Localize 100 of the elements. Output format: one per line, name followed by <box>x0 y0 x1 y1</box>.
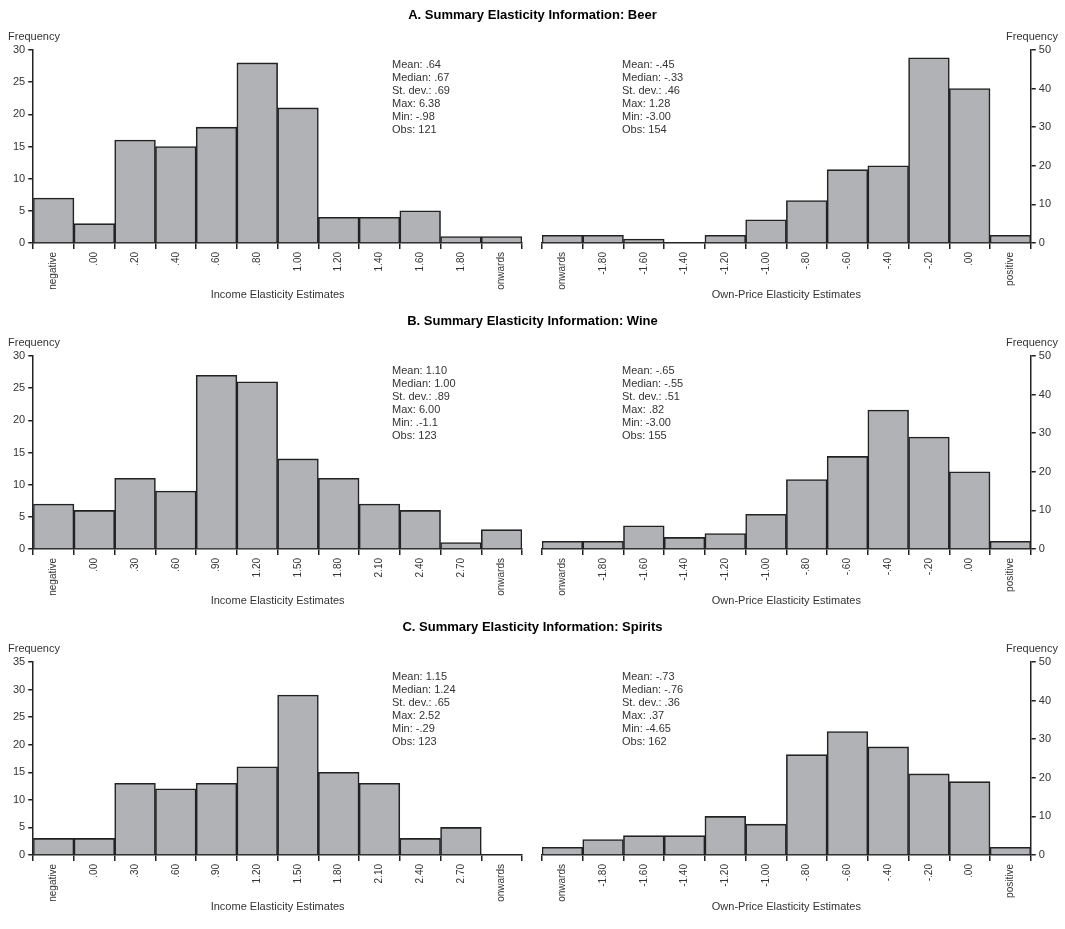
y-axis-title: Frequency <box>8 336 61 348</box>
x-tick-label: .00 <box>88 557 100 572</box>
x-tick-label: onwards <box>495 863 507 902</box>
x-tick-label: .20 <box>128 251 140 266</box>
y-tick-label: 0 <box>19 236 26 249</box>
x-tick-label: .30 <box>128 863 140 878</box>
x-tick-label: 2.70 <box>454 557 466 578</box>
x-tick-label: .60 <box>169 557 181 572</box>
y-tick-label: 0 <box>19 848 26 861</box>
x-tick-label: -.40 <box>881 251 893 270</box>
x-tick-label: -.80 <box>800 251 812 270</box>
y2-tick-label: 50 <box>1038 349 1052 362</box>
y2-tick-label: 0 <box>1038 848 1045 861</box>
x-tick-label: -.60 <box>841 863 853 882</box>
y-tick-label: 30 <box>12 43 26 56</box>
x-tick-label: onwards <box>556 864 568 902</box>
y-axis-title: Frequency <box>8 30 61 42</box>
y-tick-label: 5 <box>19 820 26 833</box>
y2-tick-label: 30 <box>1038 732 1052 745</box>
y2-tick-label: 20 <box>1038 464 1052 477</box>
annotation: Min: -3.00 <box>622 110 671 122</box>
x-axis-title: Own-Price Elasticity Estimates <box>711 594 862 607</box>
annotation: Obs: 162 <box>622 735 667 747</box>
annotation: Mean: -.73 <box>622 670 675 682</box>
x-tick-label: 1.80 <box>454 251 466 272</box>
x-tick-label: -1.40 <box>678 557 690 581</box>
annotation: St. dev.: .89 <box>392 390 450 402</box>
x-tick-label: -.60 <box>841 251 853 270</box>
x-tick-label: -1.00 <box>759 251 771 275</box>
x-tick-label: 1.00 <box>291 251 303 272</box>
annotation: Obs: 155 <box>622 429 667 441</box>
x-tick-label: 2.10 <box>373 557 385 578</box>
x-tick-label: onwards <box>495 557 507 596</box>
y2-tick-label: 20 <box>1038 158 1052 171</box>
annotation: Max: .82 <box>622 403 665 415</box>
annotation: Median: -.76 <box>622 683 684 695</box>
x-axis-title: Own-Price Elasticity Estimates <box>711 900 862 913</box>
x-tick-label: -.20 <box>922 251 934 270</box>
annotation: Mean: 1.15 <box>392 670 448 682</box>
y-tick-label: 35 <box>12 655 26 668</box>
x-tick-label: 1.50 <box>291 863 303 884</box>
x-tick-label: .60 <box>169 863 181 878</box>
y2-tick-label: 20 <box>1038 770 1052 783</box>
y2-axis-title: Frequency <box>1006 642 1059 654</box>
annotation: Min: .-1.1 <box>392 416 438 428</box>
x-axis-title: Income Elasticity Estimates <box>210 288 346 301</box>
annotation: St. dev.: .65 <box>392 696 450 708</box>
annotation: Mean: -.65 <box>622 364 675 376</box>
annotation: Median: -.55 <box>622 377 684 389</box>
x-tick-label: -1.80 <box>596 863 608 887</box>
y2-tick-label: 0 <box>1038 542 1045 555</box>
y2-tick-label: 10 <box>1038 503 1052 516</box>
y-tick-label: 20 <box>12 107 26 120</box>
x-tick-label: .00 <box>963 251 975 266</box>
x-tick-label: 2.40 <box>413 557 425 578</box>
annotation: Median: 1.00 <box>392 377 456 389</box>
y2-tick-label: 10 <box>1038 197 1052 210</box>
y2-axis-title: Frequency <box>1006 30 1059 42</box>
x-tick-label: -1.60 <box>637 557 649 581</box>
x-tick-label: onwards <box>495 251 507 290</box>
x-tick-label: -1.60 <box>637 863 649 887</box>
x-tick-label: positive <box>1004 251 1016 286</box>
y2-tick-label: 50 <box>1038 655 1052 668</box>
chart-title: C. Summary Elasticity Information: Spirits <box>401 618 664 636</box>
x-tick-label: positive <box>1004 557 1016 592</box>
annotation: Mean: 1.10 <box>392 364 448 376</box>
y-tick-label: 20 <box>12 413 26 426</box>
annotation: Mean: .64 <box>392 58 441 70</box>
annotation: Median: -.33 <box>622 71 684 83</box>
y-tick-label: 10 <box>12 477 26 490</box>
x-tick-label: 2.10 <box>373 863 385 884</box>
annotation: St. dev.: .69 <box>392 84 450 96</box>
annotation: Mean: -.45 <box>622 58 675 70</box>
x-tick-label: 1.80 <box>332 557 344 578</box>
x-tick-label: -.40 <box>881 863 893 882</box>
y-tick-label: 15 <box>12 139 26 152</box>
x-tick-label: -.80 <box>800 557 812 576</box>
x-tick-label: -1.20 <box>719 863 731 887</box>
x-tick-label: -.20 <box>922 557 934 576</box>
x-tick-label: -1.80 <box>596 557 608 581</box>
x-tick-label: .60 <box>210 251 222 266</box>
y-tick-label: 15 <box>12 765 26 778</box>
y-tick-label: 0 <box>19 542 26 555</box>
y-tick-label: 15 <box>12 445 26 458</box>
x-tick-label: 1.60 <box>413 251 425 272</box>
y-tick-label: 10 <box>12 792 26 805</box>
x-tick-label: positive <box>1004 863 1016 898</box>
y2-tick-label: 10 <box>1038 809 1052 822</box>
y2-axis-title: Frequency <box>1006 336 1059 348</box>
x-axis-title: Income Elasticity Estimates <box>210 900 346 913</box>
annotation: Max: 2.52 <box>392 709 441 721</box>
x-tick-label: -1.40 <box>678 251 690 275</box>
y2-tick-label: 50 <box>1038 43 1052 56</box>
annotation: Obs: 123 <box>392 429 437 441</box>
annotation: St. dev.: .46 <box>622 84 680 96</box>
x-tick-label: .00 <box>88 251 100 266</box>
y2-tick-label: 40 <box>1038 693 1052 706</box>
x-tick-label: -1.20 <box>719 251 731 275</box>
annotation: Max: .37 <box>622 709 665 721</box>
annotation: Min: -4.65 <box>622 722 671 734</box>
